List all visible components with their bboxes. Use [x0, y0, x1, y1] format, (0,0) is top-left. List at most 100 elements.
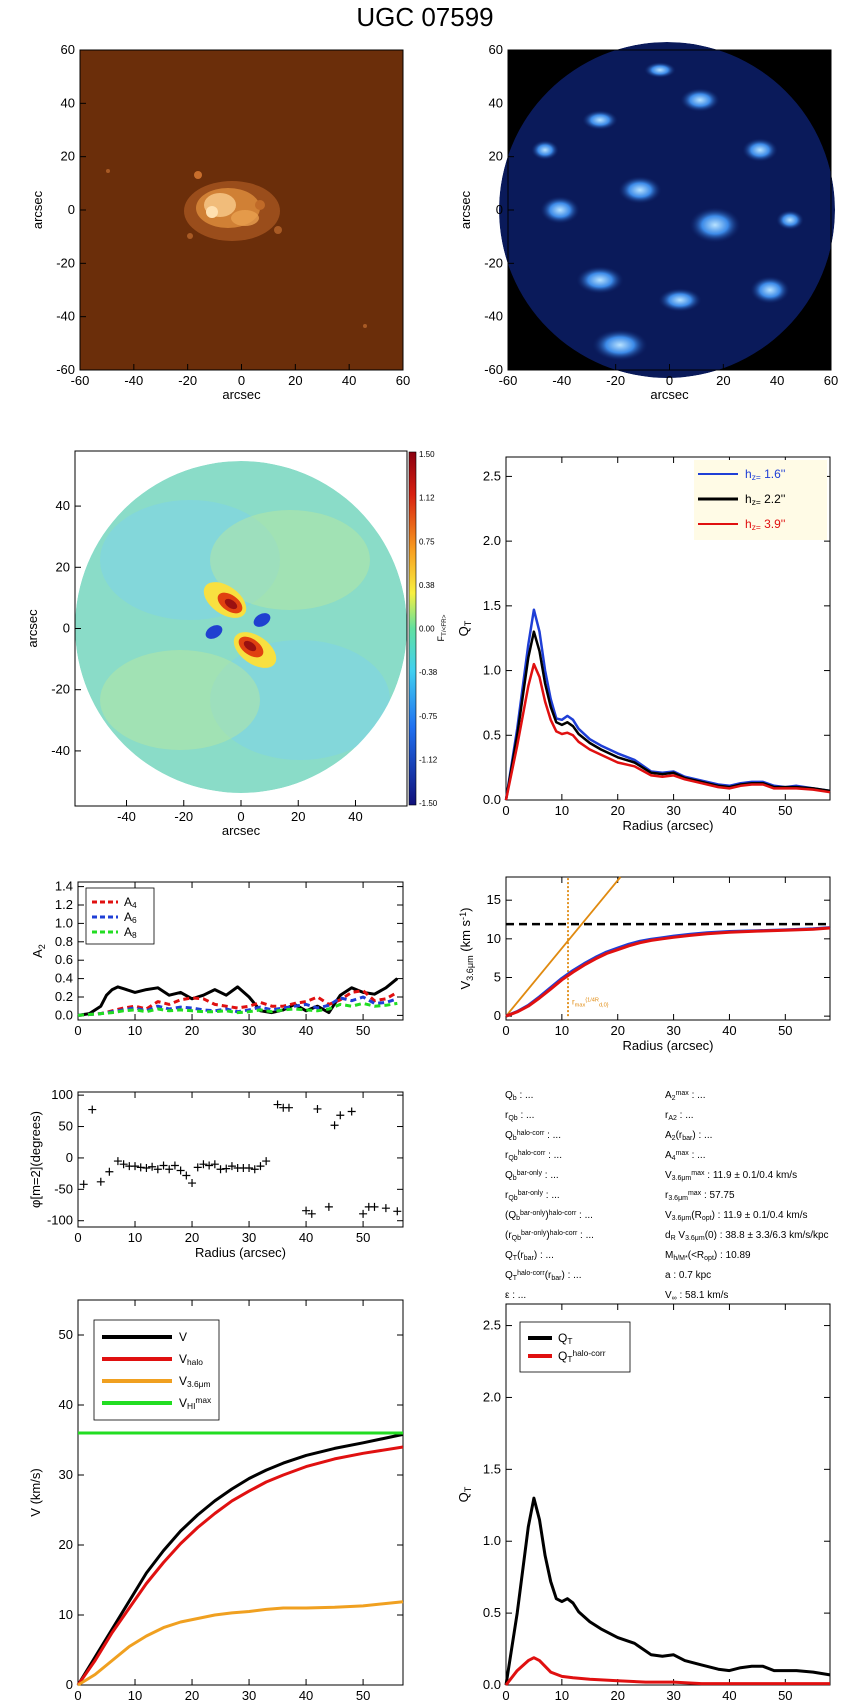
y-tick-label: 0	[63, 621, 70, 636]
y-tick-label: -40	[51, 743, 70, 758]
phase-point	[381, 1204, 390, 1213]
colorbar-label: FT/<FR>	[436, 614, 448, 641]
x-tick-label: 20	[288, 373, 302, 388]
y-tick-label: 1.0	[483, 663, 501, 678]
y-tick-label: 0.0	[55, 1007, 73, 1022]
y-axis-label: QT	[456, 620, 473, 636]
panel-fourier-amplitudes: 0 10 20 30 40 500.00.20.40.60.81.01.21.4A2A4A…	[30, 879, 404, 1038]
stat-left-row: rQbbar-only : ...	[505, 1190, 560, 1202]
residual-emission	[499, 42, 835, 378]
y-tick-label: 40	[56, 498, 70, 513]
y-tick-label: -100	[47, 1213, 73, 1228]
y-tick-label: 0	[494, 1008, 501, 1023]
axes-image-residual: -60 -40 -20 0 20 40 60 -60 -40 -20 0 20 40 60 arcsec ar…	[458, 42, 838, 402]
x-tick-label: 30	[242, 1023, 256, 1038]
x-tick-label: -60	[71, 373, 90, 388]
phase-point	[359, 1209, 368, 1218]
legend: V Vhalo V3.6μm VHImax	[93, 1319, 220, 1421]
y-tick-label: 100	[51, 1087, 73, 1102]
legend-box	[519, 1321, 631, 1373]
stat-left-row: (rQbbar-only)halo-corr : ...	[505, 1230, 594, 1242]
legend-label: A4	[124, 895, 137, 910]
phase-point	[188, 1179, 197, 1188]
x-tick-label: 0	[74, 1230, 81, 1245]
colorbar-tick-label: 0.00	[419, 625, 435, 634]
x-tick-label: 30	[666, 1023, 680, 1038]
qt-series-line	[504, 608, 831, 801]
x-tick-label: 10	[555, 803, 569, 818]
x-axis-label: Radius (arcsec)	[195, 1245, 286, 1260]
stat-right-row: V3.6μm(Ropt) : 11.9 ± 0.1/0.4 km/s	[665, 1210, 807, 1222]
y-tick-label: 0.0	[483, 792, 501, 807]
x-tick-label: 20	[610, 1688, 624, 1700]
y-tick-label: 20	[59, 1537, 73, 1552]
phase-point	[302, 1206, 311, 1215]
y-tick-label: -60	[484, 362, 503, 377]
phase-point	[136, 1163, 145, 1172]
legend-label: hz= 2.2''	[745, 492, 785, 507]
y-tick-label: 0	[66, 1677, 73, 1692]
y-tick-label: -20	[484, 255, 503, 270]
axes-frame	[505, 456, 831, 801]
legend-box	[85, 887, 155, 945]
x-tick-label: 40	[348, 809, 362, 824]
x-tick-label: -20	[178, 373, 197, 388]
x-tick-label: 40	[722, 1688, 736, 1700]
y-tick-label: 0.8	[55, 934, 73, 949]
stat-left-row: Qbhalo-corr : ...	[505, 1130, 561, 1142]
y-axis-label: QT	[456, 1486, 473, 1502]
axes-image-3p6um: -60 -40 -20 0 20 40 60 -60 -40 -20 0 20 40 60 arcsec ar…	[30, 42, 410, 402]
inner-slope-line	[505, 876, 622, 1017]
image-axes: -60 -40 -20 0 20 40 60 -60 -40 -20 0 20 40 60 arcsec ar…	[25, 42, 838, 838]
y-tick-label: 5	[494, 969, 501, 984]
legend-label: A6	[124, 910, 137, 925]
phase-point	[79, 1180, 88, 1189]
phase-point	[273, 1100, 282, 1109]
y-tick-label: 2.5	[483, 1318, 501, 1333]
colorbar-tick-label: -0.38	[419, 668, 438, 677]
y-tick-label: 50	[59, 1327, 73, 1342]
rotation-series-line	[505, 926, 831, 1018]
y-tick-label: 0.4	[55, 971, 73, 986]
phase-point	[250, 1165, 259, 1174]
stat-right-row: rA2 : ...	[665, 1110, 694, 1122]
amplitude-series-line	[77, 989, 399, 1017]
x-tick-label: 50	[356, 1688, 370, 1700]
y-tick-label: 2.5	[483, 468, 501, 483]
y-tick-label: 50	[59, 1119, 73, 1134]
x-tick-label: 10	[555, 1688, 569, 1700]
stat-right-row: a : 0.7 kpc	[665, 1270, 711, 1281]
axes-force-ratio-map: -40 -20 0 20 40-40-2002040arcsecarcsec1.501.…	[25, 450, 448, 838]
rotation-series-line	[505, 926, 831, 1018]
phase-point	[222, 1164, 231, 1173]
x-axis-label: arcsec	[222, 387, 261, 402]
axes-frame	[77, 1299, 404, 1686]
phase-point	[88, 1105, 97, 1114]
x-tick-label: 40	[770, 373, 784, 388]
galaxy-emission	[106, 169, 367, 328]
rmax-annotation: rmax{1/4Rd,0}	[572, 998, 609, 1009]
y-tick-label: 60	[61, 42, 75, 57]
x-tick-label: 20	[610, 1023, 624, 1038]
stat-left-row: Qb : ...	[505, 1090, 533, 1102]
y-tick-label: 2.0	[483, 533, 501, 548]
legend-label: hz= 1.6''	[745, 467, 785, 482]
x-tick-label: 0	[74, 1688, 81, 1700]
legend-label: V3.6μm	[179, 1374, 210, 1389]
x-tick-label: 30	[666, 1688, 680, 1700]
y-tick-label: -40	[56, 309, 75, 324]
phase-point	[205, 1161, 214, 1170]
y-tick-label: 1.5	[483, 1461, 501, 1476]
y-tick-label: 40	[61, 95, 75, 110]
x-axis-label: arcsec	[650, 387, 689, 402]
stat-left-row: ε : ...	[505, 1290, 526, 1301]
phase-point	[142, 1163, 151, 1172]
y-tick-label: 1.0	[55, 915, 73, 930]
y-tick-label: 1.5	[483, 598, 501, 613]
x-tick-label: 0	[74, 1023, 81, 1038]
x-tick-label: 0	[666, 373, 673, 388]
y-tick-label: -40	[484, 309, 503, 324]
legend: QT QThalo-corr	[519, 1321, 631, 1373]
stat-right-row: V∞ : 58.1 km/s	[665, 1290, 728, 1302]
legend-label: QT	[558, 1331, 572, 1346]
